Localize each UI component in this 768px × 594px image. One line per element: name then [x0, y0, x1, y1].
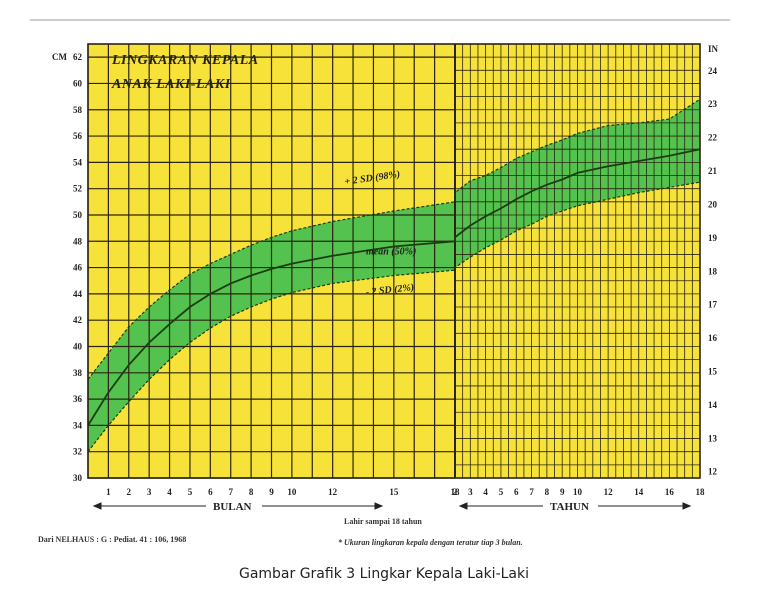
head-circumference-chart: LINGKARAN KEPALA ANAK LAKI-LAKI CM IN 30… — [30, 19, 730, 547]
series-line-minus-2sd — [87, 181, 701, 453]
tick-cm: 36 — [73, 394, 83, 404]
tick-year: 6 — [514, 487, 519, 497]
plot-border — [87, 43, 701, 479]
tick-cm: 54 — [73, 157, 83, 167]
tick-month: 15 — [389, 487, 399, 497]
tick-month: 1 — [106, 487, 111, 497]
tick-cm: 52 — [73, 184, 83, 194]
tick-cm: 40 — [73, 341, 83, 351]
tick-in: 12 — [708, 467, 718, 477]
tick-in: 18 — [708, 266, 718, 276]
tick-cm: 50 — [73, 210, 83, 220]
tick-in: 24 — [708, 66, 718, 76]
tick-in: 16 — [708, 333, 718, 343]
label-minus-2sd: - 2 SD (2%) — [365, 282, 414, 298]
years-arrow — [458, 502, 692, 510]
tick-month: 8 — [249, 487, 254, 497]
tick-year: 10 — [573, 487, 583, 497]
source-note: Dari NELHAUS : G : Pediat. 41 : 106, 196… — [38, 535, 186, 544]
tick-month: 6 — [208, 487, 213, 497]
tick-in: 20 — [708, 199, 718, 209]
tick-in: 21 — [708, 166, 718, 176]
tick-in: 17 — [708, 300, 718, 310]
series-line-plus-2sd — [87, 98, 701, 380]
tick-in: 23 — [708, 99, 718, 109]
right-unit-label: IN — [708, 44, 719, 54]
tick-month: 4 — [167, 487, 172, 497]
tick-in: 15 — [708, 366, 718, 376]
years-label: TAHUN — [550, 501, 589, 513]
tick-cm: 42 — [73, 315, 83, 325]
tick-cm: 60 — [73, 78, 83, 88]
tick-year: 3 — [468, 487, 473, 497]
tick-year: 12 — [604, 487, 614, 497]
tick-month: 7 — [228, 487, 233, 497]
tick-month: 18 — [451, 487, 461, 497]
tick-in: 22 — [708, 133, 718, 143]
axis-layer: 3032343638404244464850525456586062121314… — [73, 52, 718, 497]
tick-cm: 44 — [73, 289, 83, 299]
tick-year: 5 — [499, 487, 504, 497]
tick-month: 9 — [269, 487, 274, 497]
range-note: Lahir sampai 18 tahun — [344, 517, 422, 526]
chart-title-line2: ANAK LAKI-LAKI — [111, 77, 231, 92]
tick-in: 14 — [708, 400, 718, 410]
figure-caption: Gambar Grafik 3 Lingkar Kepala Laki-Laki — [238, 566, 530, 582]
months-arrow — [92, 502, 384, 510]
left-unit-label: CM — [52, 52, 67, 62]
tick-in: 19 — [708, 233, 718, 243]
tick-month: 5 — [188, 487, 193, 497]
tick-year: 16 — [665, 487, 675, 497]
tick-cm: 48 — [73, 236, 83, 246]
tick-year: 4 — [483, 487, 488, 497]
tick-year: 9 — [560, 487, 565, 497]
tick-cm: 32 — [73, 447, 83, 457]
tick-cm: 30 — [73, 473, 83, 483]
series-line-mean — [87, 148, 701, 426]
tick-cm: 56 — [73, 131, 83, 141]
tick-in: 13 — [708, 433, 718, 443]
tick-year: 8 — [545, 487, 550, 497]
tick-cm: 62 — [73, 52, 83, 62]
tick-year: 7 — [529, 487, 534, 497]
tick-month: 2 — [127, 487, 132, 497]
months-label: BULAN — [213, 501, 252, 513]
chart-title-line1: LINGKARAN KEPALA — [111, 53, 259, 68]
tick-month: 10 — [287, 487, 297, 497]
tick-month: 3 — [147, 487, 152, 497]
tick-cm: 34 — [73, 420, 83, 430]
tick-cm: 38 — [73, 368, 83, 378]
tick-month: 12 — [328, 487, 338, 497]
tick-cm: 58 — [73, 105, 83, 115]
tick-year: 18 — [696, 487, 706, 497]
tick-year: 14 — [634, 487, 644, 497]
series-line-layer — [87, 98, 701, 453]
tick-year: 2 — [453, 487, 458, 497]
tick-cm: 46 — [73, 263, 83, 273]
label-mean: mean (50%) — [366, 246, 416, 257]
measure-note: * Ukuran lingkaran kepala dengan teratur… — [338, 538, 523, 547]
